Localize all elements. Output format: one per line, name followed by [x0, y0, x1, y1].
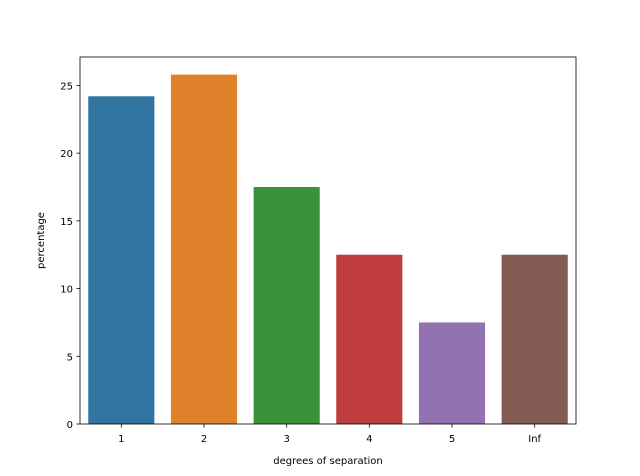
- bar-3: [253, 187, 320, 424]
- y-tick-label: 15: [60, 217, 73, 228]
- plot-frame: [79, 56, 577, 425]
- bar-1: [88, 96, 155, 424]
- y-tick-label: 20: [60, 149, 73, 160]
- x-axis-label: degrees of separation: [273, 456, 382, 467]
- x-tick-label: 1: [118, 434, 124, 445]
- bar-5: [418, 322, 486, 424]
- bars-group: [88, 74, 568, 424]
- y-axis-label: percentage: [36, 212, 47, 269]
- x-tick-label: 3: [283, 434, 289, 445]
- y-tick-label: 5: [67, 352, 73, 363]
- y-axis: 0 5 10 15 20 25: [60, 81, 80, 431]
- x-axis: 1 2 3 4 5 Inf: [118, 424, 542, 445]
- bar-inf: [501, 254, 568, 424]
- x-tick-label: 4: [366, 434, 372, 445]
- bar-4: [336, 254, 403, 424]
- y-tick-label: 0: [67, 420, 73, 431]
- x-tick-label: 5: [449, 434, 455, 445]
- y-tick-label: 25: [60, 81, 73, 92]
- x-tick-label: Inf: [528, 434, 541, 445]
- x-tick-label: 2: [201, 434, 207, 445]
- bar-2: [170, 74, 238, 424]
- y-tick-label: 10: [60, 285, 73, 296]
